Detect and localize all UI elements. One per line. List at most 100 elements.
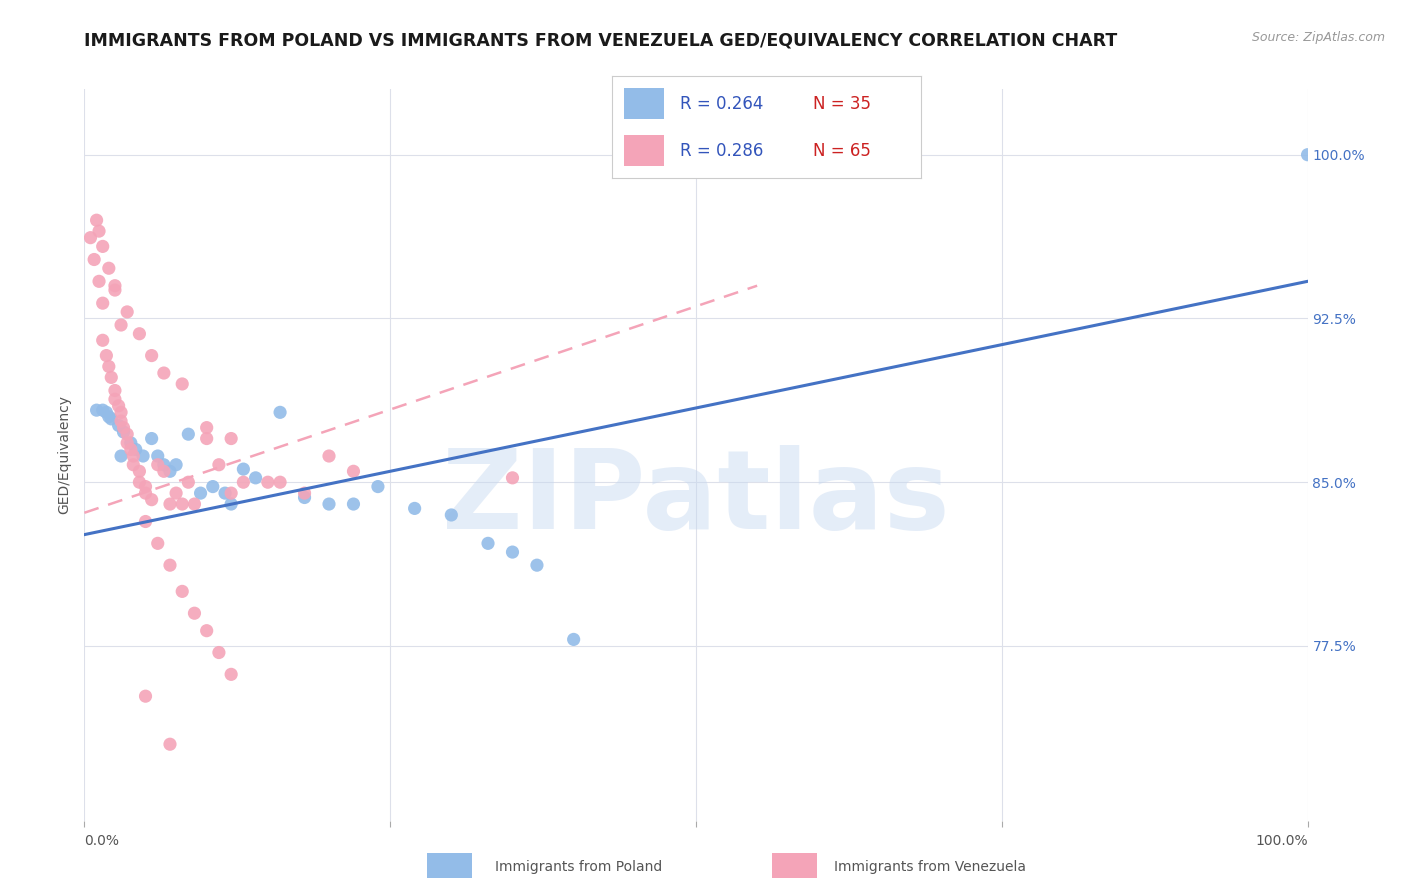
Point — [141, 492, 163, 507]
Point — [91, 296, 114, 310]
Point — [342, 464, 364, 478]
Point — [122, 449, 145, 463]
Point — [120, 436, 142, 450]
Point — [177, 427, 200, 442]
Point — [367, 479, 389, 493]
Point — [183, 497, 205, 511]
Point — [165, 458, 187, 472]
Point — [86, 213, 108, 227]
Point — [219, 497, 242, 511]
Point — [104, 384, 127, 398]
Point — [146, 458, 169, 472]
Point — [100, 412, 122, 426]
Text: Source: ZipAtlas.com: Source: ZipAtlas.com — [1251, 31, 1385, 45]
Point — [135, 486, 157, 500]
Point — [232, 462, 254, 476]
Point — [318, 449, 340, 463]
Point — [183, 606, 205, 620]
Point — [195, 432, 218, 446]
Point — [177, 475, 200, 490]
Point — [96, 349, 118, 363]
Point — [107, 399, 129, 413]
Point — [128, 464, 150, 478]
Point — [141, 432, 163, 446]
Point — [86, 403, 108, 417]
Point — [110, 318, 132, 332]
Point — [1296, 147, 1319, 161]
Point — [104, 278, 127, 293]
Point — [110, 449, 132, 463]
FancyBboxPatch shape — [772, 853, 817, 878]
Point — [153, 464, 176, 478]
Point — [104, 283, 127, 297]
Point — [110, 405, 132, 419]
Point — [342, 497, 364, 511]
Point — [219, 486, 242, 500]
Text: 0.0%: 0.0% — [84, 834, 120, 847]
Point — [440, 508, 463, 522]
Point — [146, 449, 169, 463]
Point — [159, 497, 181, 511]
Point — [257, 475, 280, 490]
Text: ZIPatlas: ZIPatlas — [441, 445, 950, 552]
Point — [195, 420, 218, 434]
Point — [122, 458, 145, 472]
Point — [172, 584, 194, 599]
Text: Immigrants from Venezuela: Immigrants from Venezuela — [834, 860, 1026, 874]
Point — [115, 305, 138, 319]
Point — [128, 475, 150, 490]
Point — [91, 239, 114, 253]
Point — [502, 471, 524, 485]
Text: N = 35: N = 35 — [813, 95, 870, 112]
Point — [153, 366, 176, 380]
Point — [97, 261, 120, 276]
Point — [502, 545, 524, 559]
Point — [91, 403, 114, 417]
Point — [135, 479, 157, 493]
Text: R = 0.286: R = 0.286 — [679, 142, 763, 160]
Point — [190, 486, 212, 500]
Point — [269, 405, 291, 419]
Point — [153, 458, 176, 472]
Point — [107, 418, 129, 433]
Point — [79, 230, 101, 244]
Point — [87, 274, 110, 288]
Point — [219, 667, 242, 681]
Y-axis label: GED/Equivalency: GED/Equivalency — [58, 395, 72, 515]
Point — [100, 370, 122, 384]
Point — [208, 646, 231, 660]
Point — [219, 432, 242, 446]
Point — [128, 326, 150, 341]
Point — [132, 449, 155, 463]
Point — [91, 333, 114, 347]
Point — [141, 349, 163, 363]
Point — [172, 376, 194, 391]
Point — [201, 479, 224, 493]
Text: IMMIGRANTS FROM POLAND VS IMMIGRANTS FROM VENEZUELA GED/EQUIVALENCY CORRELATION : IMMIGRANTS FROM POLAND VS IMMIGRANTS FRO… — [84, 31, 1118, 49]
Point — [87, 224, 110, 238]
Point — [232, 475, 254, 490]
Text: R = 0.264: R = 0.264 — [679, 95, 763, 112]
Point — [294, 486, 316, 500]
FancyBboxPatch shape — [624, 136, 664, 166]
Point — [165, 486, 187, 500]
Point — [104, 392, 127, 407]
Point — [97, 359, 120, 374]
Point — [159, 558, 181, 573]
Point — [120, 442, 142, 457]
Point — [115, 436, 138, 450]
Point — [526, 558, 548, 573]
Point — [214, 486, 236, 500]
Point — [294, 491, 316, 505]
Point — [146, 536, 169, 550]
Point — [125, 442, 148, 457]
FancyBboxPatch shape — [624, 88, 664, 119]
Point — [477, 536, 499, 550]
Point — [172, 497, 194, 511]
Point — [83, 252, 105, 267]
Point — [112, 420, 135, 434]
Point — [195, 624, 218, 638]
Point — [318, 497, 340, 511]
Point — [97, 409, 120, 424]
Point — [112, 425, 135, 439]
